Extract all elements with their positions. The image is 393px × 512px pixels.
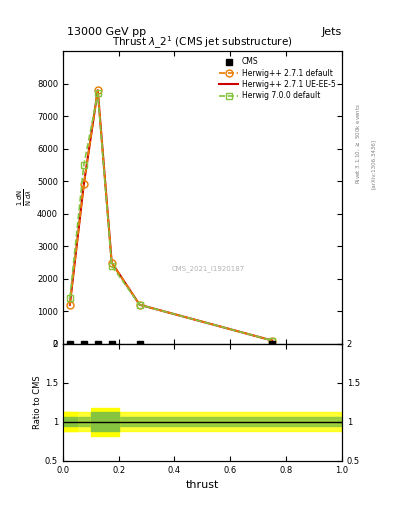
Text: [arXiv:1306.3436]: [arXiv:1306.3436] [371,139,376,189]
Herwig++ 2.7.1 default [137,302,142,308]
Herwig++ 2.7.1 UE-EE-5 [270,337,275,344]
CMS [137,340,142,347]
Y-axis label: Ratio to CMS: Ratio to CMS [33,375,42,429]
CMS [95,340,100,347]
Herwig++ 2.7.1 default [81,181,86,187]
Line: Herwig++ 2.7.1 default: Herwig++ 2.7.1 default [66,87,275,344]
Line: Herwig++ 2.7.1 UE-EE-5: Herwig++ 2.7.1 UE-EE-5 [70,90,272,340]
Herwig++ 2.7.1 UE-EE-5 [81,181,86,187]
Herwig++ 2.7.1 UE-EE-5 [137,302,142,308]
Herwig 7.0.0 default [95,91,100,97]
X-axis label: thrust: thrust [186,480,219,490]
Text: Jets: Jets [321,27,342,37]
Text: CMS_2021_I1920187: CMS_2021_I1920187 [171,266,244,272]
Herwig 7.0.0 default [68,295,72,302]
CMS [270,340,275,347]
CMS [109,340,114,347]
Herwig++ 2.7.1 default [270,337,275,344]
Legend: CMS, Herwig++ 2.7.1 default, Herwig++ 2.7.1 UE-EE-5, Herwig 7.0.0 default: CMS, Herwig++ 2.7.1 default, Herwig++ 2.… [217,55,338,102]
Text: Rivet 3.1.10, $\geq$ 500k events: Rivet 3.1.10, $\geq$ 500k events [354,103,362,184]
Text: 13000 GeV pp: 13000 GeV pp [67,27,146,37]
Bar [63,413,342,431]
Herwig++ 2.7.1 default [95,87,100,93]
Bar [63,417,342,426]
Herwig++ 2.7.1 default [109,260,114,266]
Herwig 7.0.0 default [270,337,275,344]
Herwig 7.0.0 default [137,302,142,308]
Herwig 7.0.0 default [109,263,114,269]
Herwig++ 2.7.1 default [68,302,72,308]
Line: CMS: CMS [67,341,275,347]
Herwig++ 2.7.1 UE-EE-5 [68,302,72,308]
CMS [68,340,72,347]
Herwig++ 2.7.1 UE-EE-5 [109,260,114,266]
Herwig++ 2.7.1 UE-EE-5 [95,87,100,93]
Y-axis label: $\frac{1}{\mathrm{N}} \frac{d\mathrm{N}}{d\lambda}$: $\frac{1}{\mathrm{N}} \frac{d\mathrm{N}}… [16,188,34,206]
Title: Thrust $\lambda$_2$^1$ (CMS jet substructure): Thrust $\lambda$_2$^1$ (CMS jet substruc… [112,34,293,51]
Herwig 7.0.0 default [81,162,86,168]
CMS [81,340,86,347]
Line: Herwig 7.0.0 default: Herwig 7.0.0 default [66,90,275,344]
